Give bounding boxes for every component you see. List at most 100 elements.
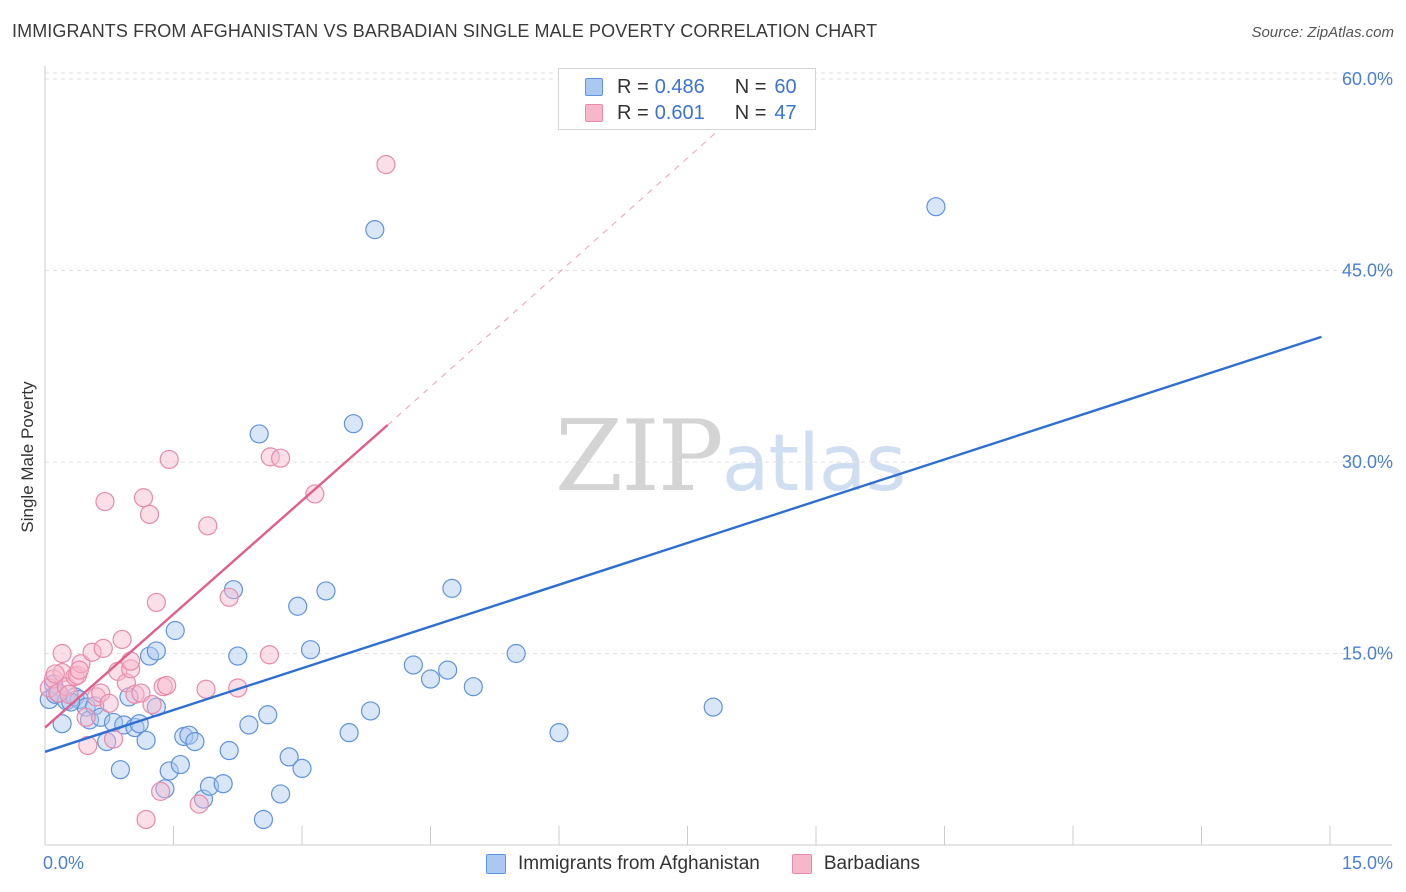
point-afghanistan: [360, 701, 381, 721]
point-barbadians: [376, 154, 396, 175]
legend-label: Barbadians: [823, 853, 920, 874]
legend-item-afghanistan[interactable]: Immigrants from Afghanistan: [486, 853, 760, 875]
legend-swatch-pink: [585, 104, 603, 122]
point-barbadians: [69, 660, 89, 680]
point-afghanistan: [463, 677, 483, 697]
y-tick-label: 15.0%: [1342, 644, 1393, 664]
point-barbadians: [112, 629, 132, 650]
point-afghanistan: [292, 758, 312, 779]
legend-swatch-blue: [486, 854, 507, 874]
point-barbadians: [121, 651, 141, 671]
watermark: ZIPatlas: [555, 400, 906, 514]
legend-swatch-blue: [585, 78, 603, 96]
point-afghanistan: [146, 641, 166, 661]
x-tick-label: 15.0%: [1342, 853, 1393, 873]
r-label: R =: [617, 75, 649, 98]
point-barbadians: [78, 735, 98, 756]
point-barbadians: [151, 781, 171, 801]
legend-label: Immigrants from Afghanistan: [518, 853, 760, 874]
point-barbadians: [270, 448, 291, 468]
point-afghanistan: [52, 714, 72, 734]
point-afghanistan: [91, 707, 111, 727]
legend-swatch-pink: [791, 854, 812, 874]
point-barbadians: [71, 654, 91, 674]
point-barbadians: [76, 707, 96, 727]
point-barbadians: [196, 679, 216, 699]
point-afghanistan: [926, 197, 946, 217]
trendline-afghanistan: [44, 335, 1322, 753]
point-afghanistan: [249, 424, 269, 444]
point-barbadians: [259, 645, 280, 665]
tick-labels: 15.0% 30.0% 45.0% 60.0% 0.0% 15.0%: [43, 69, 1393, 873]
x-tick-label: 0.0%: [43, 853, 84, 873]
point-afghanistan: [185, 731, 205, 752]
r-value: 0.486: [654, 75, 705, 98]
point-barbadians: [93, 638, 113, 658]
point-barbadians: [198, 516, 218, 536]
point-afghanistan: [110, 760, 130, 780]
point-afghanistan: [159, 761, 179, 781]
point-barbadians: [157, 675, 177, 696]
point-afghanistan: [253, 809, 274, 830]
point-barbadians: [59, 684, 79, 704]
point-barbadians: [146, 592, 166, 613]
point-afghanistan: [420, 669, 441, 689]
point-afghanistan: [343, 414, 363, 434]
point-afghanistan: [136, 730, 156, 750]
point-barbadians: [219, 587, 239, 607]
n-value: 47: [774, 101, 797, 124]
watermark-zip: ZIP: [555, 400, 724, 514]
r-label: R =: [617, 101, 649, 124]
data-points: [39, 154, 946, 830]
y-tick-label: 30.0%: [1342, 452, 1393, 472]
point-barbadians: [136, 809, 156, 830]
correlation-legend: R = 0.486 N = 60 R = 0.601 N = 47: [558, 68, 816, 130]
legend-row-afghanistan: R = 0.486 N = 60: [585, 75, 844, 99]
point-afghanistan: [270, 784, 291, 804]
point-barbadians: [95, 491, 115, 512]
source-credit: Source: ZipAtlas.com: [1251, 24, 1394, 41]
point-barbadians: [159, 449, 179, 470]
point-afghanistan: [165, 620, 185, 641]
point-afghanistan: [549, 723, 569, 743]
point-afghanistan: [316, 581, 336, 601]
point-afghanistan: [365, 220, 385, 240]
point-afghanistan: [403, 655, 423, 675]
point-afghanistan: [506, 643, 526, 664]
point-barbadians: [260, 447, 280, 467]
point-afghanistan: [703, 697, 723, 717]
y-tick-label: 60.0%: [1342, 69, 1393, 89]
point-afghanistan: [258, 705, 278, 725]
point-barbadians: [142, 694, 162, 715]
point-barbadians: [52, 643, 72, 664]
point-afghanistan: [228, 646, 248, 666]
point-afghanistan: [239, 715, 259, 735]
point-afghanistan: [219, 740, 239, 761]
legend-item-barbadians[interactable]: Barbadians: [791, 853, 920, 875]
y-tick-label: 45.0%: [1342, 261, 1393, 281]
point-barbadians: [121, 659, 141, 679]
point-barbadians: [125, 684, 145, 704]
point-barbadians: [139, 504, 160, 524]
point-barbadians: [189, 794, 209, 814]
point-afghanistan: [339, 723, 359, 743]
series-legend: Immigrants from Afghanistan Barbadians: [0, 852, 1406, 876]
trendline-barbadians-extension: [387, 104, 748, 426]
trend-lines: [44, 104, 1322, 753]
point-afghanistan: [442, 578, 462, 598]
point-afghanistan: [300, 640, 321, 660]
point-afghanistan: [288, 596, 308, 616]
n-label: N =: [734, 75, 767, 98]
y-axis-label: Single Male Poverty: [18, 381, 37, 533]
chart-title: IMMIGRANTS FROM AFGHANISTAN VS BARBADIAN…: [12, 21, 878, 41]
n-value: 60: [774, 75, 797, 98]
legend-row-barbadians: R = 0.601 N = 47: [585, 101, 844, 125]
point-barbadians: [45, 664, 65, 684]
point-afghanistan: [438, 660, 458, 680]
point-barbadians: [131, 683, 151, 703]
n-label: N =: [734, 101, 767, 124]
watermark-atlas: atlas: [721, 419, 906, 509]
point-afghanistan: [279, 747, 299, 767]
r-value: 0.601: [654, 101, 705, 124]
